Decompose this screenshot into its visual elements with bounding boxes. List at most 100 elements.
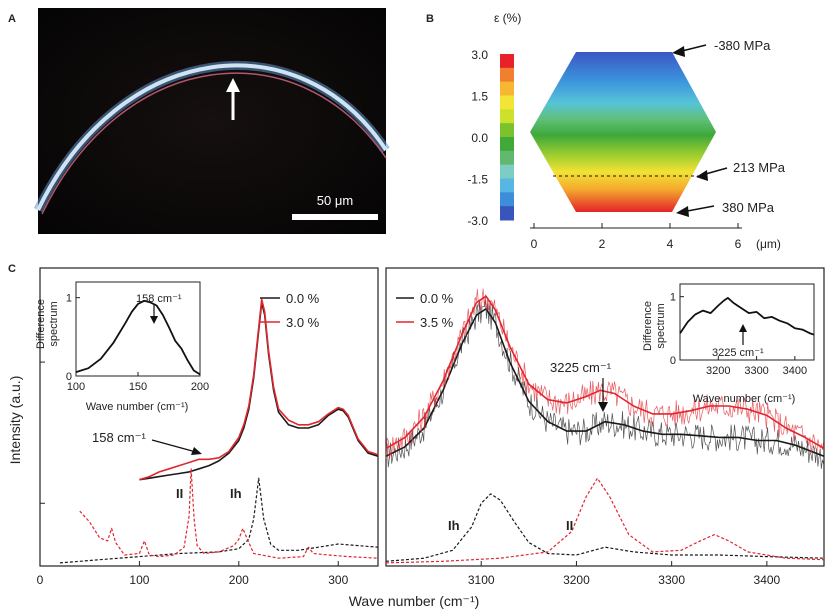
colorbar-segment [500, 123, 514, 138]
plot-frame [385, 267, 825, 567]
colorbar-segment [500, 164, 514, 179]
strain-map-hexagon [530, 52, 716, 212]
colorbar-tick-labels: 3.0 1.5 0.0 -1.5 -3.0 [467, 48, 488, 228]
inset-x-tick-label: 3200 [706, 365, 730, 377]
left-peak-arrow-label: 158 cm⁻¹ [92, 430, 146, 445]
left-ii-label: II [176, 486, 183, 501]
left-inset-xlabel: Wave number (cm⁻¹) [86, 401, 189, 413]
colorbar-tick-label: 3.0 [471, 48, 488, 62]
y-axis-label: Intensity (a.u.) [7, 376, 23, 465]
left-legend-1: 3.0 % [286, 315, 320, 330]
colorbar-segment [500, 137, 514, 152]
stress-label-top: -380 MPa [714, 38, 771, 53]
stress-label-bottom: 380 MPa [722, 200, 775, 215]
colorbar-segment [500, 67, 514, 83]
plot-frame [39, 267, 379, 567]
strain-location-arrow [226, 78, 240, 120]
colorbar-segment [500, 109, 514, 124]
right-inset-xlabel: Wave number (cm⁻¹) [693, 393, 796, 405]
series-line-reference-Ih [385, 493, 825, 562]
left-inset-ylabel-1: Difference [35, 299, 47, 349]
inset-curve [75, 299, 201, 376]
panel-a-label: A [8, 13, 16, 25]
right-peak-arrow-label: 3225 cm⁻¹ [550, 360, 612, 375]
scale-bar-label: 50 μm [317, 193, 353, 208]
map-x-tick-label: 6 [735, 237, 742, 251]
panel-b-label: B [426, 13, 434, 25]
colorbar-segment [500, 81, 514, 96]
stress-label-mid: 213 MPa [733, 160, 786, 175]
map-x-tick-label: 4 [667, 237, 674, 251]
colorbar-tick-label: -3.0 [467, 214, 488, 228]
inset-y-tick-label: 1 [66, 293, 72, 305]
colorbar [500, 54, 514, 221]
right-inset-ylabel-1: Difference [642, 301, 654, 351]
inset-x-tick-label: 3400 [783, 365, 807, 377]
series-line-30 [139, 298, 379, 481]
x-tick-label: 3100 [468, 573, 495, 587]
right-inset-ylabel-2: spectrum [655, 303, 667, 348]
stress-arrow-top [672, 44, 707, 57]
x-tick-label: 100 [129, 573, 149, 587]
inset-x-tick-label: 3300 [744, 365, 768, 377]
colorbar-segment [500, 54, 514, 69]
left-ih-label: Ih [230, 486, 242, 501]
map-x-tick-label: 0 [531, 237, 538, 251]
inset-x-tick-label: 200 [191, 381, 209, 393]
right-inset-peak-label: 3225 cm⁻¹ [712, 347, 764, 359]
inset-frame [75, 281, 201, 377]
series-line-reference-II [385, 477, 825, 564]
inset-frame [679, 283, 815, 361]
colorbar-segment [500, 178, 514, 193]
colorbar-segment [500, 95, 514, 110]
right-inset-peak-arrow [739, 324, 747, 345]
right-difference-inset: 3200 3300 3400 0 1 [670, 283, 815, 377]
inset-curve [679, 297, 815, 336]
panel-c-label: C [8, 263, 16, 275]
colorbar-tick-label: 0.0 [471, 131, 488, 145]
right-peak-arrow [598, 378, 608, 412]
x-tick-label: 200 [229, 573, 249, 587]
colorbar-tick-label: -1.5 [467, 173, 488, 187]
left-inset-peak-label: 158 cm⁻¹ [136, 293, 182, 305]
map-x-unit: (μm) [756, 237, 781, 251]
scale-bar [292, 214, 378, 220]
right-ii-label: II [566, 518, 573, 533]
colorbar-tick-label: 1.5 [471, 90, 488, 104]
right-spectrum-plot: 3100 3200 3300 3400 [385, 267, 825, 587]
left-inset-ylabel-2: spectrum [48, 301, 60, 346]
series-line-35 [385, 295, 825, 450]
inset-y-tick-label: 0 [66, 371, 72, 383]
colorbar-title: ε (%) [494, 11, 521, 25]
x-tick-label: 300 [328, 573, 348, 587]
series-noise-35 [385, 288, 824, 460]
colorbar-segment [500, 150, 514, 166]
x-tick-label: 3200 [563, 573, 590, 587]
x-tick-label: 3300 [658, 573, 685, 587]
right-legend-0: 0.0 % [420, 291, 454, 306]
inset-y-tick-label: 1 [670, 292, 676, 304]
inset-y-tick-label: 0 [670, 355, 676, 367]
micrograph-background [38, 8, 386, 234]
series-line-reference-Ih [59, 477, 379, 564]
colorbar-segment [500, 192, 514, 207]
x-tick-label: 3400 [754, 573, 781, 587]
series-noise-00 [385, 299, 824, 469]
right-ih-label: Ih [448, 518, 460, 533]
inset-x-tick-label: 150 [129, 381, 147, 393]
left-spectrum-plot: 0 100 200 300 [37, 267, 379, 587]
left-inset-peak-arrow [150, 305, 158, 324]
series-line-reference-II [79, 468, 379, 559]
right-legend-1: 3.5 % [420, 315, 454, 330]
map-x-ticks: 0 2 4 6 [531, 223, 742, 251]
stress-arrow-mid [696, 167, 728, 181]
x-tick-label: 0 [37, 573, 44, 587]
left-peak-arrow [151, 439, 202, 455]
colorbar-segment [500, 206, 514, 221]
stress-arrow-bottom [676, 205, 715, 217]
right-legend: 0.0 % 3.5 % [396, 291, 454, 330]
left-difference-inset: 100 150 200 0 1 [66, 281, 209, 393]
fiber-arc [33, 61, 390, 215]
series-line-00 [385, 308, 825, 457]
